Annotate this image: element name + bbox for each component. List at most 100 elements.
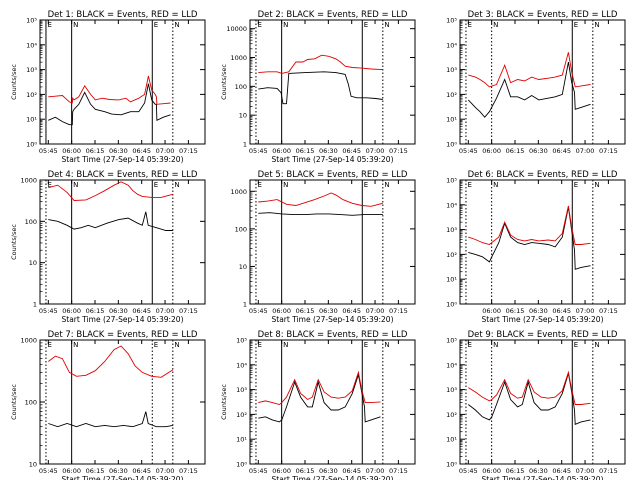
x-tick-label: 06:45 bbox=[552, 467, 571, 475]
x-tick-label: 06:30 bbox=[109, 147, 128, 155]
x-tick-label: 05:45 bbox=[39, 147, 58, 155]
y-tick-label: 10⁵ bbox=[26, 17, 37, 25]
x-tick-label: 06:45 bbox=[132, 147, 151, 155]
y-tick-label: 10² bbox=[236, 411, 247, 419]
x-tick-label: 06:00 bbox=[272, 147, 291, 155]
time-marker-label: E bbox=[364, 341, 368, 349]
y-tick-label: 10⁵ bbox=[446, 337, 457, 345]
x-tick-label: 06:45 bbox=[342, 307, 361, 315]
time-marker-label: E bbox=[154, 181, 158, 189]
y-tick-label: 10² bbox=[446, 251, 457, 259]
panel-det-3: Det 3: BLACK = Events, RED = LLD 05:45 06:… bbox=[446, 10, 626, 155]
series-line-red bbox=[48, 181, 173, 201]
x-tick-label: 06:00 bbox=[62, 467, 81, 475]
time-marker-label: N bbox=[384, 341, 389, 349]
y-tick-label: 100 bbox=[25, 399, 37, 407]
time-marker-label: N bbox=[493, 341, 498, 349]
y-tick-label: 10⁴ bbox=[446, 201, 457, 209]
x-tick-label: 07:15 bbox=[179, 147, 198, 155]
x-tick-label: 06:15 bbox=[296, 147, 315, 155]
series-line-black bbox=[48, 211, 173, 231]
series-line-black bbox=[468, 373, 591, 425]
x-tick-label: 05:45 bbox=[249, 147, 268, 155]
y-tick-label: 1000 bbox=[20, 337, 37, 345]
x-tick-label: 07:15 bbox=[599, 307, 618, 315]
time-marker-label: E bbox=[47, 341, 51, 349]
y-tick-label: 10¹ bbox=[26, 116, 37, 124]
x-tick-label: 06:15 bbox=[86, 147, 105, 155]
time-marker-label: E bbox=[257, 181, 261, 189]
plot-frame bbox=[39, 179, 206, 305]
y-tick-label: 10⁴ bbox=[26, 41, 37, 49]
time-marker-label: N bbox=[493, 181, 498, 189]
x-tick-label: 07:15 bbox=[389, 307, 408, 315]
y-tick-label: 10³ bbox=[446, 66, 457, 74]
time-marker-label: E bbox=[574, 181, 578, 189]
time-marker-label: N bbox=[174, 341, 179, 349]
y-tick-label: 10 bbox=[29, 259, 37, 267]
time-marker-label: N bbox=[384, 21, 389, 29]
time-marker-label: N bbox=[174, 181, 179, 189]
time-marker-label: N bbox=[73, 181, 78, 189]
panel-title: Det 7: BLACK = Events, RED = LLD bbox=[48, 330, 198, 340]
series-line-black bbox=[48, 411, 173, 428]
x-tick-label: 07:15 bbox=[389, 147, 408, 155]
y-tick-label: 100 bbox=[235, 225, 247, 233]
series-line-black bbox=[48, 83, 171, 126]
y-tick-label: 1000 bbox=[230, 54, 247, 62]
y-tick-label: 10⁵ bbox=[446, 17, 457, 25]
x-tick-label: 06:15 bbox=[506, 307, 525, 315]
y-tick-label: 1000 bbox=[20, 177, 37, 185]
x-tick-label: 05:45 bbox=[249, 307, 268, 315]
x-tick-label: 06:45 bbox=[132, 467, 151, 475]
plot-frame bbox=[39, 19, 206, 145]
x-tick-label: 05:45 bbox=[39, 467, 58, 475]
series-line-red bbox=[48, 75, 171, 105]
y-axis-label: Counts/sec bbox=[10, 64, 18, 100]
y-tick-label: 10² bbox=[446, 411, 457, 419]
series-line-red bbox=[468, 370, 591, 405]
series-line-red bbox=[48, 345, 174, 378]
time-marker-label: E bbox=[47, 21, 51, 29]
x-tick-label: 06:00 bbox=[272, 467, 291, 475]
y-tick-label: 10000 bbox=[226, 25, 247, 33]
panel-title: Det 2: BLACK = Events, RED = LLD bbox=[258, 10, 408, 20]
x-tick-label: 07:00 bbox=[366, 147, 385, 155]
y-tick-label: 10 bbox=[239, 263, 247, 271]
x-tick-label: 06:00 bbox=[272, 307, 291, 315]
time-marker-label: E bbox=[154, 21, 158, 29]
y-tick-label: 10⁴ bbox=[236, 361, 247, 369]
time-marker-label: N bbox=[594, 181, 599, 189]
panel-det-1: Det 1: BLACK = Events, RED = LLD 05:45 06:… bbox=[10, 10, 206, 164]
y-tick-label: 10³ bbox=[236, 386, 247, 394]
x-tick-label: 06:45 bbox=[132, 307, 151, 315]
x-tick-label: 05:45 bbox=[459, 467, 478, 475]
x-tick-label: 06:15 bbox=[86, 307, 105, 315]
x-tick-label: 06:30 bbox=[109, 467, 128, 475]
plot-frame bbox=[249, 19, 416, 145]
y-tick-label: 10² bbox=[26, 91, 37, 99]
series-line-red bbox=[468, 205, 591, 245]
y-axis-label: Counts/sec bbox=[220, 384, 228, 420]
time-marker-label: N bbox=[384, 181, 389, 189]
time-marker-label: N bbox=[283, 341, 288, 349]
y-axis-label: Counts/sec bbox=[10, 384, 18, 420]
x-axis-label: Start Time (27-Sep-14 05:39:20) bbox=[272, 475, 394, 480]
x-tick-label: 07:15 bbox=[389, 467, 408, 475]
x-tick-label: 07:00 bbox=[156, 307, 175, 315]
plot-frame bbox=[459, 19, 626, 145]
x-tick-label: 07:00 bbox=[576, 467, 595, 475]
panel-det-2: Det 2: BLACK = Events, RED = LLD 05:45 06:… bbox=[220, 10, 416, 164]
x-axis-label: Start Time (27-Sep-14 05:39:20) bbox=[482, 475, 604, 480]
x-tick-label: 06:15 bbox=[296, 467, 315, 475]
x-tick-label: 06:00 bbox=[62, 307, 81, 315]
x-tick-label: 05:45 bbox=[249, 467, 268, 475]
x-axis-label: Start Time (27-Sep-14 05:39:20) bbox=[272, 315, 394, 324]
x-tick-label: 06:45 bbox=[342, 147, 361, 155]
x-axis-label: Start Time (27-Sep-14 05:39:20) bbox=[62, 315, 184, 324]
y-tick-label: 10¹ bbox=[446, 116, 457, 124]
panel-det-7: Det 7: BLACK = Events, RED = LLD 05:45 06:… bbox=[10, 330, 206, 480]
series-line-black bbox=[258, 212, 383, 216]
panel-det-9: Det 9: BLACK = Events, RED = LLD 05:45 06:… bbox=[446, 330, 626, 480]
